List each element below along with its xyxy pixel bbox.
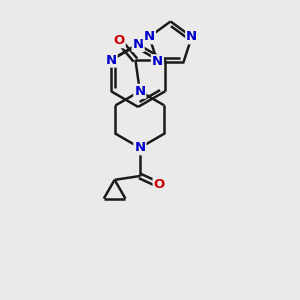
Text: N: N	[134, 141, 146, 154]
Text: O: O	[154, 178, 165, 191]
Text: N: N	[186, 30, 197, 44]
Text: O: O	[113, 34, 125, 47]
Text: N: N	[133, 38, 144, 51]
Text: N: N	[152, 55, 163, 68]
Text: N: N	[144, 30, 155, 44]
Text: N: N	[106, 54, 117, 67]
Text: N: N	[134, 85, 146, 98]
